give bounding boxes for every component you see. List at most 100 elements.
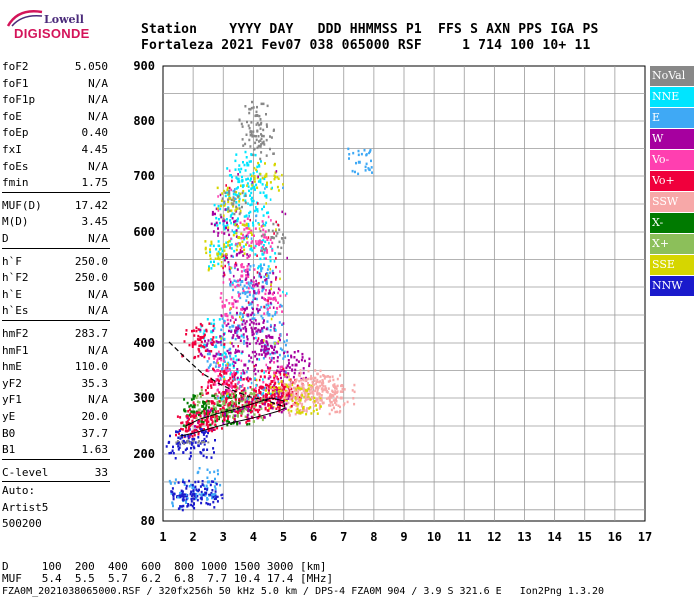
echo-point — [271, 392, 274, 396]
echo-point — [218, 221, 221, 225]
echo-point — [273, 379, 276, 382]
echo-point — [208, 322, 211, 325]
echo-point — [207, 381, 210, 384]
echo-point — [198, 408, 201, 411]
echo-point — [289, 386, 292, 389]
echo-point — [278, 371, 280, 374]
echo-point — [215, 497, 218, 500]
echo-point — [271, 249, 274, 252]
echo-point — [319, 369, 322, 373]
echo-point — [282, 239, 285, 243]
echo-point — [265, 236, 268, 239]
echo-point — [228, 266, 231, 269]
echo-point — [225, 312, 228, 316]
echo-point — [225, 241, 228, 244]
echo-point — [216, 418, 219, 421]
echo-point — [218, 364, 220, 367]
echo-point — [172, 445, 174, 449]
echo-point — [282, 233, 284, 236]
echo-point — [256, 210, 259, 213]
echo-point — [225, 388, 228, 392]
echo-point — [205, 456, 208, 459]
echo-point — [260, 246, 263, 250]
echo-point — [257, 175, 259, 178]
echo-point — [241, 250, 244, 253]
echo-point — [188, 485, 191, 488]
echo-point — [283, 373, 285, 376]
echo-point — [245, 224, 248, 227]
echo-point — [243, 215, 246, 218]
echo-point — [204, 419, 207, 422]
echo-point — [196, 498, 199, 502]
echo-point — [186, 497, 189, 500]
echo-point — [235, 232, 238, 235]
echo-point — [290, 404, 293, 408]
auto-label: Auto: — [2, 484, 36, 497]
param-row: yF2 35.3 — [2, 375, 108, 393]
echo-point — [277, 393, 280, 396]
echo-point — [332, 399, 335, 402]
echo-point — [254, 297, 257, 300]
echo-point — [171, 487, 174, 490]
echo-point — [211, 213, 214, 216]
echo-point — [305, 379, 308, 382]
echo-point — [252, 322, 255, 325]
echo-point — [261, 418, 264, 422]
echo-point — [232, 345, 235, 348]
echo-point — [241, 125, 244, 128]
echo-point — [247, 224, 250, 228]
echo-point — [248, 127, 251, 130]
legend-item-vo-: Vo- — [650, 150, 694, 170]
echo-point — [223, 304, 226, 307]
echo-point — [267, 236, 270, 239]
echo-point — [215, 414, 218, 418]
echo-point — [203, 329, 206, 332]
echo-point — [185, 499, 187, 502]
logo-line2: DIGISONDE — [14, 26, 90, 41]
echo-point — [284, 395, 287, 399]
echo-point — [220, 255, 223, 259]
echo-point — [176, 430, 179, 434]
echo-point — [203, 484, 206, 487]
echo-point — [262, 224, 265, 227]
echo-point — [282, 385, 286, 389]
echo-point — [230, 371, 233, 375]
echo-point — [223, 396, 225, 399]
echo-point — [253, 177, 256, 180]
echo-point — [253, 175, 256, 178]
echo-point — [174, 478, 177, 481]
echo-point — [203, 409, 206, 413]
echo-point — [221, 497, 224, 500]
echo-point — [218, 248, 221, 251]
echo-point — [228, 385, 230, 388]
echo-point — [242, 319, 245, 322]
echo-point — [282, 183, 284, 186]
echo-point — [235, 404, 238, 408]
echo-point — [250, 402, 253, 405]
echo-point — [336, 384, 339, 388]
echo-point — [278, 353, 281, 357]
echo-point — [234, 159, 237, 163]
echo-point — [270, 380, 274, 383]
echo-point — [316, 390, 319, 393]
echo-point — [263, 346, 266, 349]
echo-point — [227, 200, 230, 204]
echo-point — [308, 362, 311, 365]
echo-point — [283, 369, 286, 373]
echo-point — [257, 292, 260, 295]
echo-point — [265, 194, 268, 197]
echo-point — [280, 380, 283, 383]
echo-point — [254, 397, 256, 401]
echo-point — [260, 143, 263, 146]
echo-point — [230, 330, 233, 333]
echo-point — [237, 180, 241, 184]
x-tick-label: 5 — [280, 530, 287, 544]
echo-point — [213, 394, 216, 398]
echo-point — [304, 396, 307, 400]
echo-point — [274, 175, 277, 179]
echo-point — [267, 276, 270, 280]
echo-point — [279, 373, 282, 376]
echo-point — [197, 436, 200, 439]
echo-point — [259, 265, 262, 268]
echo-point — [248, 160, 251, 163]
